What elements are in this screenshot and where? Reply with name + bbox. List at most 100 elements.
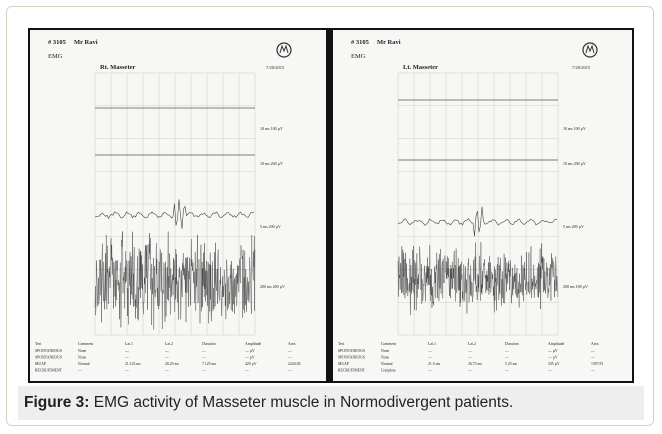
table-header: Test	[35, 342, 42, 346]
table-header: Test	[338, 342, 345, 346]
channel-scale: 10 ms 200 µV	[563, 161, 586, 166]
table-cell: 335 µV	[548, 362, 560, 366]
table-cell: 21.5 ms	[428, 362, 441, 366]
table-header: Comment	[381, 342, 397, 346]
logo	[582, 42, 598, 58]
trace	[397, 206, 558, 237]
caption-label: Figure 3:	[24, 394, 90, 411]
table-cell: —	[77, 369, 82, 373]
table-cell: —	[164, 356, 169, 360]
table-header: Lat.1	[428, 342, 436, 346]
table-cell: —	[201, 369, 206, 373]
table-cell: None	[78, 356, 87, 360]
test-name: EMG	[48, 53, 63, 60]
table-cell: SPONTANEOUS	[338, 356, 365, 360]
table-cell: —	[467, 356, 472, 360]
table-cell: None	[78, 349, 87, 353]
table-cell: —	[547, 369, 552, 373]
table-cell: —	[427, 356, 432, 360]
paper	[333, 30, 632, 381]
table-cell: —	[244, 369, 249, 373]
table-cell: RECRUITMENT	[338, 369, 366, 373]
table-cell: 2244.38	[288, 362, 300, 366]
table-cell: 5.25 ms	[505, 362, 518, 366]
table-cell: —	[124, 349, 129, 353]
table-cell: 7.125 ms	[202, 362, 216, 366]
trace	[94, 231, 256, 330]
table-cell: —	[504, 349, 509, 353]
table-cell: None	[381, 349, 390, 353]
logo-mark	[279, 44, 289, 54]
table-cell: —	[287, 349, 292, 353]
test-date: 7/20/2015	[266, 65, 285, 70]
patient-name: Mr Ravi	[377, 39, 401, 46]
table-cell: —	[201, 356, 206, 360]
table-header: Area	[591, 342, 599, 346]
logo	[276, 42, 292, 58]
table-cell: SPONTANEOUS	[35, 356, 62, 360]
test-date: 7/20/2015	[572, 65, 591, 70]
table-cell: 26.75 ms	[468, 362, 482, 366]
table-cell: —	[164, 349, 169, 353]
table-cell: —	[427, 349, 432, 353]
table-cell: —	[590, 356, 595, 360]
table-cell: —	[467, 349, 472, 353]
table-header: Lat.2	[468, 342, 476, 346]
table-cell: MUAP	[35, 362, 46, 366]
table-cell: —	[124, 369, 129, 373]
record-id: # 3105	[48, 39, 67, 46]
table-cell: —	[504, 356, 509, 360]
table-header: Lat.1	[125, 342, 133, 346]
table-cell: —	[201, 349, 206, 353]
table-cell: SPONTANEOUS	[35, 349, 62, 353]
table-cell: Normal	[381, 362, 393, 366]
table-cell: —	[287, 356, 292, 360]
table-cell: —	[427, 369, 432, 373]
record-id: # 3105	[351, 39, 370, 46]
emg-printout: # 3105 Mr Ravi EMG Rt. Masseter 7/20/2015 10 …	[30, 30, 326, 381]
emg-printout: # 3105 Mr Ravi EMG Lt. Masseter 7/20/2015 10 …	[333, 30, 632, 381]
table-cell: 1397.81	[591, 362, 603, 366]
table-header: Amplitude	[548, 342, 565, 346]
table-cell: —	[504, 369, 509, 373]
paper	[30, 30, 326, 381]
table-cell: —	[287, 369, 292, 373]
table-cell: 420 µV	[245, 362, 257, 366]
channel-scale: 200 ms 100 µV	[563, 284, 588, 289]
table-cell: 28.25 ms	[165, 362, 179, 366]
table-cell: —	[590, 369, 595, 373]
muscle-title: Lt. Masseter	[403, 64, 438, 71]
channel-scale: 5 ms 200 µV	[563, 224, 584, 229]
test-name: EMG	[351, 53, 366, 60]
table-cell: Normal	[78, 362, 90, 366]
table-header: Area	[288, 342, 296, 346]
table-cell: —	[590, 349, 595, 353]
table-cell: Complete	[381, 369, 396, 373]
table-cell: —	[164, 369, 169, 373]
table-header: Lat.2	[165, 342, 173, 346]
channel-scale: 10 ms 100 µV	[563, 126, 586, 131]
trace	[94, 199, 255, 229]
trace	[397, 241, 559, 316]
table-cell: MUAP	[338, 362, 349, 366]
patient-name: Mr Ravi	[74, 39, 98, 46]
table-cell: —	[124, 356, 129, 360]
table-header: Amplitude	[245, 342, 262, 346]
table-cell: — µV	[244, 356, 255, 360]
channel-scale: 200 ms 200 µV	[260, 284, 285, 289]
table-header: Comment	[78, 342, 94, 346]
table-cell: SPONTANEOUS	[338, 349, 365, 353]
table-cell: None	[381, 356, 390, 360]
figure-caption: Figure 3: EMG activity of Masseter muscl…	[18, 386, 644, 420]
logo-mark	[585, 44, 595, 54]
table-cell: 21.125 ms	[125, 362, 141, 366]
table-header: Duration	[505, 342, 519, 346]
caption-text: EMG activity of Masseter muscle in Normo…	[89, 394, 514, 411]
table-cell: — µV	[244, 349, 255, 353]
table-cell: — µV	[547, 349, 558, 353]
table-cell: —	[467, 369, 472, 373]
table-header: Duration	[202, 342, 216, 346]
channel-scale: 10 ms 100 µV	[260, 126, 283, 131]
table-cell: — µV	[547, 356, 558, 360]
